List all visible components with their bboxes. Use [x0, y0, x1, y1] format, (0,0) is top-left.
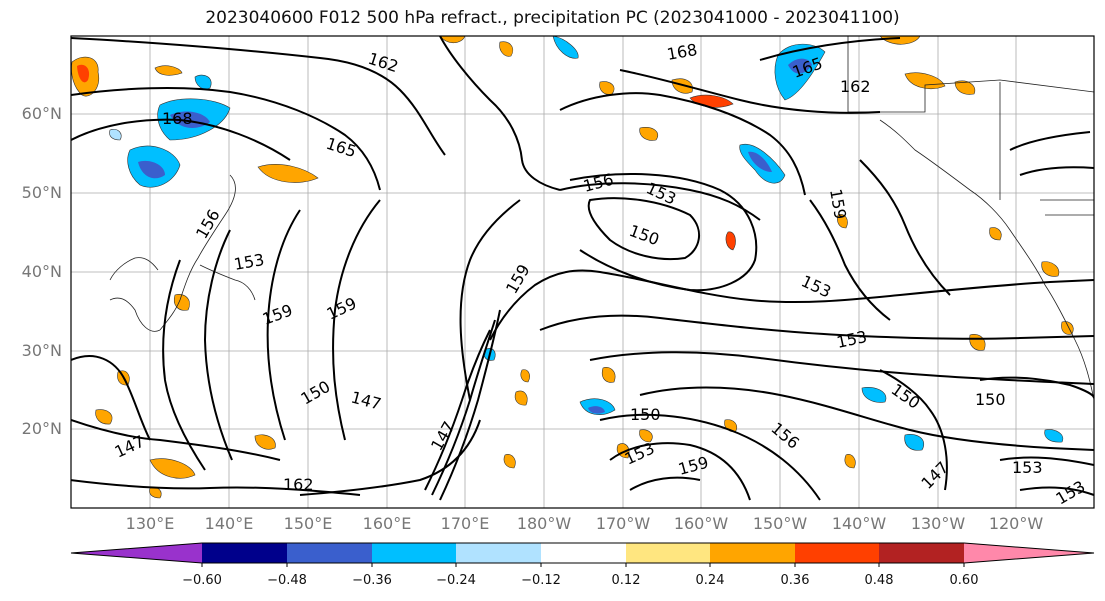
contour-label: 168 — [162, 109, 193, 128]
lat-label: 20°N — [21, 419, 62, 438]
lon-label: 170°E — [440, 514, 490, 533]
colorbar-tick-label: 0.36 — [780, 573, 810, 588]
lon-label: 140°W — [831, 514, 887, 533]
colorbar-segment — [71, 543, 202, 563]
lon-label: 150°W — [752, 514, 808, 533]
lat-label: 30°N — [21, 341, 62, 360]
colorbar-tick-label: −0.48 — [267, 573, 307, 588]
colorbar-tick-label: −0.60 — [182, 573, 222, 588]
lon-label: 130°W — [910, 514, 966, 533]
colorbar-segment — [626, 543, 710, 563]
colorbar-tick-label: 0.24 — [695, 573, 725, 588]
contour-label: 162 — [840, 77, 871, 96]
colorbar-segment — [795, 543, 879, 563]
colorbar-segment — [879, 543, 964, 563]
contour-label: 162 — [283, 475, 314, 494]
colorbar-tick-label: −0.36 — [352, 573, 392, 588]
lat-label: 40°N — [21, 262, 62, 281]
contour-label: 150 — [975, 390, 1006, 409]
colorbar-segment — [541, 543, 626, 563]
precip-patches — [71, 36, 1074, 499]
colorbar-segment — [710, 543, 795, 563]
colorbar-segment — [372, 543, 456, 563]
colorbar-tick-label: 0.48 — [864, 573, 894, 588]
contour-label: 150 — [630, 405, 661, 424]
lon-label: 120°W — [988, 514, 1044, 533]
colorbar-tick-label: −0.24 — [436, 573, 476, 588]
lat-label: 60°N — [21, 104, 62, 123]
colorbar-segment — [287, 543, 372, 563]
colorbar-tick-label: 0.60 — [949, 573, 979, 588]
lat-label: 50°N — [21, 183, 62, 202]
lon-label: 130°E — [125, 514, 175, 533]
coastlines — [109, 36, 1094, 401]
gridlines — [71, 36, 1094, 508]
colorbar-tick-label: 0.12 — [611, 573, 641, 588]
lon-label: 160°E — [362, 514, 412, 533]
lon-label: 160°W — [673, 514, 729, 533]
chart-title: 2023040600 F012 500 hPa refract., precip… — [205, 8, 900, 28]
contour-lines — [71, 36, 1094, 501]
colorbar — [70, 542, 1095, 567]
lon-label: 150°E — [283, 514, 333, 533]
colorbar-segment — [456, 543, 541, 563]
lon-label: 170°W — [595, 514, 651, 533]
lon-label: 140°E — [204, 514, 254, 533]
contour-label: 153 — [1012, 458, 1043, 477]
colorbar-segment — [964, 543, 1094, 563]
lon-label: 180°W — [516, 514, 572, 533]
colorbar-segment — [202, 543, 287, 563]
map-frame — [70, 35, 1095, 509]
colorbar-tick-label: −0.12 — [521, 573, 561, 588]
